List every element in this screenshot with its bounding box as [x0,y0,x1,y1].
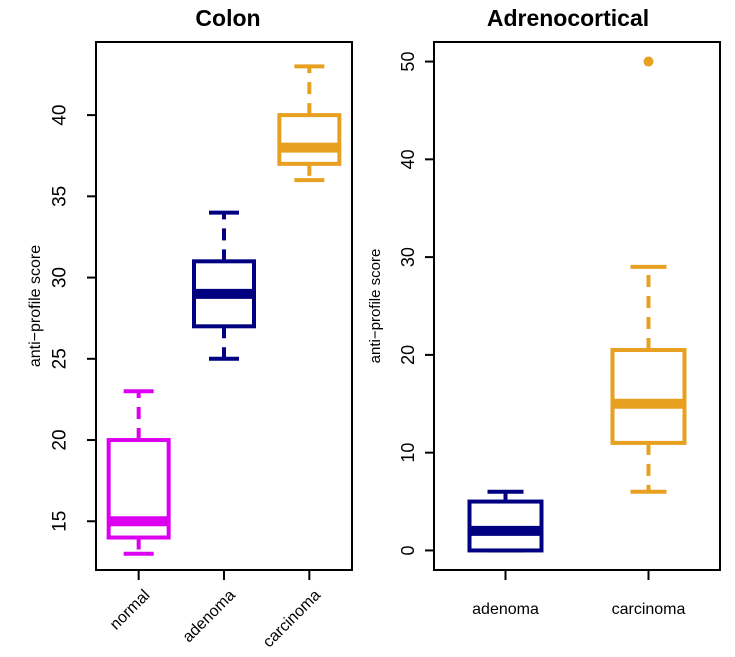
box-carcinoma [610,56,687,494]
y-tick-label: 50 [398,52,418,72]
box-normal [106,389,171,556]
y-tick-label: 25 [50,348,71,369]
plot-frame [433,41,721,571]
y-tick-label: 15 [50,511,71,532]
chart-title: Adrenocortical [487,5,649,31]
y-tick-label: 40 [50,105,71,126]
box-carcinoma [277,64,342,183]
category-label: carcinoma [612,601,686,618]
panel-1: Adrenocortical anti−profile score 0 10 20 30 4… [367,5,721,618]
box-adenoma [467,489,544,553]
panel-0: Colon anti−profile score 15 20 25 30 35 40 norma… [27,5,353,651]
outlier-point [643,56,654,67]
y-axis-label: anti−profile score [367,249,384,364]
box-body [277,113,342,166]
category-label: normal [107,587,154,634]
y-tick-label: 30 [398,247,418,267]
box-adenoma [192,210,256,361]
box-body [610,348,687,445]
y-tick-label: 30 [50,267,71,288]
y-tick-label: 0 [398,545,418,555]
y-tick-label: 10 [398,443,418,463]
y-tick-label: 35 [50,186,71,207]
y-tick-label: 40 [398,149,418,169]
y-axis-label: anti−profile score [27,245,44,367]
category-label: carcinoma [260,587,324,651]
category-label: adenoma [472,601,539,618]
y-tick-label: 20 [398,345,418,365]
y-tick-label: 20 [50,429,71,450]
category-label: adenoma [180,587,239,646]
chart-title: Colon [195,5,260,31]
